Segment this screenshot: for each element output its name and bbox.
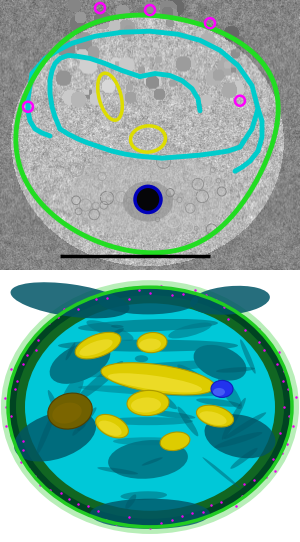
Ellipse shape xyxy=(48,390,66,429)
Ellipse shape xyxy=(135,355,148,362)
Ellipse shape xyxy=(211,380,233,397)
Ellipse shape xyxy=(50,341,110,384)
Ellipse shape xyxy=(177,364,223,397)
Ellipse shape xyxy=(108,440,188,479)
Ellipse shape xyxy=(222,398,246,440)
Ellipse shape xyxy=(214,432,262,448)
Ellipse shape xyxy=(52,403,82,423)
Ellipse shape xyxy=(218,377,242,409)
Ellipse shape xyxy=(97,467,138,474)
Ellipse shape xyxy=(14,411,96,462)
Ellipse shape xyxy=(141,383,177,409)
Ellipse shape xyxy=(25,304,275,511)
Ellipse shape xyxy=(96,415,128,438)
Ellipse shape xyxy=(190,286,270,315)
Ellipse shape xyxy=(142,457,163,466)
Ellipse shape xyxy=(146,378,166,391)
Ellipse shape xyxy=(16,295,284,519)
Ellipse shape xyxy=(131,397,161,412)
Ellipse shape xyxy=(78,385,218,396)
Ellipse shape xyxy=(168,322,212,338)
Ellipse shape xyxy=(127,390,169,416)
Ellipse shape xyxy=(147,367,160,376)
Ellipse shape xyxy=(108,373,202,392)
Ellipse shape xyxy=(230,448,258,469)
Ellipse shape xyxy=(121,491,167,500)
Ellipse shape xyxy=(213,388,225,396)
Ellipse shape xyxy=(36,412,55,455)
Ellipse shape xyxy=(224,412,266,439)
Ellipse shape xyxy=(86,320,134,341)
Ellipse shape xyxy=(77,361,123,401)
Ellipse shape xyxy=(98,421,122,436)
Ellipse shape xyxy=(48,393,92,429)
Ellipse shape xyxy=(137,332,167,353)
Ellipse shape xyxy=(194,345,246,380)
Ellipse shape xyxy=(139,339,161,351)
Ellipse shape xyxy=(11,282,130,318)
Ellipse shape xyxy=(177,406,198,436)
Ellipse shape xyxy=(101,363,215,395)
Ellipse shape xyxy=(111,328,124,336)
Ellipse shape xyxy=(216,367,255,373)
Ellipse shape xyxy=(160,432,190,450)
Ellipse shape xyxy=(98,286,198,314)
Ellipse shape xyxy=(68,360,228,377)
Ellipse shape xyxy=(80,339,112,356)
Ellipse shape xyxy=(1,280,299,534)
Ellipse shape xyxy=(75,332,121,359)
Ellipse shape xyxy=(196,405,233,427)
Ellipse shape xyxy=(196,398,241,407)
Ellipse shape xyxy=(8,287,292,527)
Ellipse shape xyxy=(58,339,238,352)
Ellipse shape xyxy=(103,417,193,425)
Ellipse shape xyxy=(123,181,173,222)
Ellipse shape xyxy=(77,424,86,431)
Ellipse shape xyxy=(111,325,124,328)
Ellipse shape xyxy=(78,319,218,332)
Ellipse shape xyxy=(72,408,97,436)
Ellipse shape xyxy=(113,437,183,446)
Ellipse shape xyxy=(202,457,240,488)
Ellipse shape xyxy=(147,410,195,419)
Ellipse shape xyxy=(70,149,226,240)
Ellipse shape xyxy=(205,414,275,459)
Ellipse shape xyxy=(90,499,210,529)
Ellipse shape xyxy=(65,343,75,360)
Ellipse shape xyxy=(200,411,226,425)
Ellipse shape xyxy=(125,494,136,509)
Ellipse shape xyxy=(240,339,256,373)
Circle shape xyxy=(135,186,161,212)
Ellipse shape xyxy=(60,375,84,411)
